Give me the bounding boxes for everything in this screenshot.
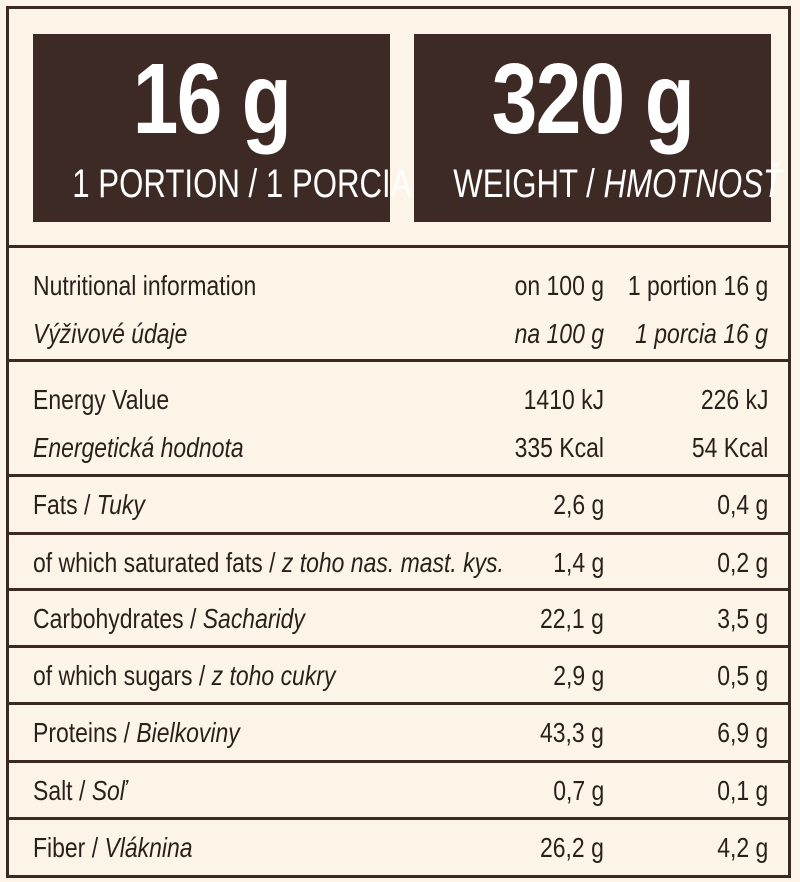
nutrient-label: Carbohydrates / Sacharidy [33, 603, 305, 635]
header-col2-en: 1 portion 16 g [627, 270, 768, 301]
portion-label: 1 PORTION / 1 PORCIA [72, 162, 412, 206]
table-row: Fats / Tuky 2,6 g 0,4 g [9, 477, 788, 535]
value-per-100g: 1,4 g [552, 547, 604, 578]
energy-row: Energy Value Energetická hodnota 1410 kJ… [9, 362, 788, 477]
nutrient-label-en: Proteins / [33, 717, 137, 748]
nutrient-label-en: of which saturated fats / [33, 547, 282, 578]
nutrient-label: Fats / Tuky [33, 489, 145, 521]
value-per-portion: 6,9 g [716, 717, 768, 748]
nutrient-label-en: Carbohydrates / [33, 603, 203, 634]
portion-value: 16 g [132, 43, 292, 155]
nutrient-label: Salt / Soľ [33, 775, 126, 807]
nutrient-label: Fiber / Vláknina [33, 832, 193, 864]
table-row: Proteins / Bielkoviny 43,3 g 6,9 g [9, 705, 788, 763]
nutrient-label-sk: Bielkoviny [136, 717, 240, 748]
table-row: Fiber / Vláknina 26,2 g 4,2 g [9, 820, 788, 876]
energy-col2-kcal: 54 Kcal [691, 432, 768, 463]
header-col1-en: on 100 g [514, 270, 604, 301]
energy-label-sk: Energetická hodnota [33, 432, 244, 463]
nutrient-label-sk: Vláknina [104, 832, 193, 863]
value-per-portion: 3,5 g [716, 603, 768, 634]
nutrient-label-sk: Sacharidy [202, 603, 305, 634]
header-col2-sk: 1 porcia 16 g [635, 318, 768, 349]
table-row: of which saturated fats / z toho nas. ma… [9, 535, 788, 591]
energy-label-en: Energy Value [33, 384, 170, 415]
table-row: Carbohydrates / Sacharidy 22,1 g 3,5 g [9, 591, 788, 648]
nutrient-label-sk: z toho cukry [211, 660, 336, 691]
value-per-portion: 0,4 g [716, 489, 768, 520]
nutrient-label-en: Salt / [33, 775, 92, 806]
weight-label-sk: HMOTNOSŤ [603, 162, 783, 206]
value-per-portion: 0,2 g [716, 547, 768, 578]
energy-col2-kj: 226 kJ [700, 384, 768, 415]
table-header-row: Nutritional information Výživové údaje o… [9, 248, 788, 362]
weight-label: WEIGHT / HMOTNOSŤ [453, 160, 782, 208]
weight-label-en: WEIGHT / [453, 162, 604, 206]
value-per-100g: 22,1 g [540, 603, 604, 634]
nutrient-label-en: Fats / [33, 489, 97, 520]
value-per-portion: 4,2 g [716, 832, 768, 863]
nutrient-label-en: Fiber / [33, 832, 105, 863]
table-row: Salt / Soľ 0,7 g 0,1 g [9, 763, 788, 820]
portion-box: 16 g 1 PORTION / 1 PORCIA [33, 34, 412, 222]
energy-col1-kcal: 335 Kcal [514, 432, 604, 463]
header-col1-sk: na 100 g [514, 318, 604, 349]
table-row: of which sugars / z toho cukry 2,9 g 0,5 g [9, 648, 788, 705]
value-per-100g: 0,7 g [552, 775, 604, 806]
header-label-en: Nutritional information [33, 270, 257, 301]
weight-value: 320 g [491, 43, 695, 155]
value-per-100g: 43,3 g [540, 717, 604, 748]
nutrient-label-sk: z toho nas. mast. kys. [281, 547, 504, 578]
nutrient-label: of which sugars / z toho cukry [33, 660, 335, 692]
value-per-portion: 0,1 g [716, 775, 768, 806]
nutrient-label-sk: Soľ [91, 775, 127, 806]
nutrition-table: Nutritional information Výživové údaje o… [9, 248, 788, 876]
nutrient-label-en: of which sugars / [33, 660, 212, 691]
value-per-100g: 2,9 g [552, 660, 604, 691]
energy-col1-kj: 1410 kJ [523, 384, 604, 415]
value-per-100g: 2,6 g [552, 489, 604, 520]
value-per-100g: 26,2 g [540, 832, 604, 863]
nutrient-label: Proteins / Bielkoviny [33, 717, 240, 749]
weight-box: 320 g WEIGHT / HMOTNOSŤ [414, 34, 782, 222]
nutrient-rows: Fats / Tuky 2,6 g 0,4 g of which saturated … [9, 477, 788, 876]
nutrition-label: 16 g 1 PORTION / 1 PORCIA 320 g WEIGHT /… [6, 6, 791, 878]
header-label-sk: Výživové údaje [33, 318, 188, 349]
value-per-portion: 0,5 g [716, 660, 768, 691]
nutrient-label: of which saturated fats / z toho nas. ma… [33, 547, 504, 579]
nutrient-label-sk: Tuky [96, 489, 145, 520]
header-section: 16 g 1 PORTION / 1 PORCIA 320 g WEIGHT /… [9, 9, 788, 248]
